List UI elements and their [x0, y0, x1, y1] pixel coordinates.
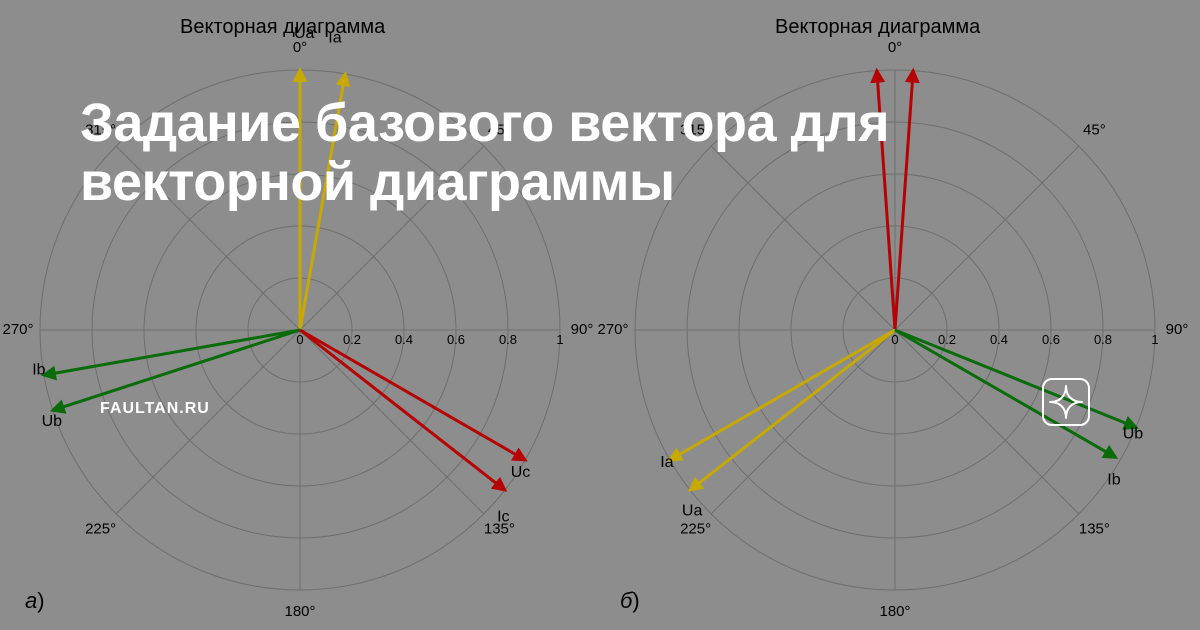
svg-text:0.6: 0.6: [447, 332, 465, 347]
svg-text:270°: 270°: [2, 321, 33, 338]
svg-text:180°: 180°: [284, 603, 315, 620]
svg-text:0.8: 0.8: [499, 332, 517, 347]
svg-text:0.4: 0.4: [990, 332, 1008, 347]
svg-text:90°: 90°: [571, 321, 594, 338]
chart-title-left: Векторная диаграмма: [180, 16, 385, 39]
svg-text:90°: 90°: [1166, 321, 1189, 338]
svg-text:225°: 225°: [680, 520, 711, 537]
svg-text:0.2: 0.2: [938, 332, 956, 347]
panel-label-b-letter: б: [620, 588, 632, 613]
svg-text:135°: 135°: [1079, 520, 1110, 537]
watermark-text: FAULTAN.RU: [100, 400, 210, 418]
panel-label-a-letter: а: [25, 588, 37, 613]
svg-text:0°: 0°: [888, 39, 902, 56]
figure-canvas: 0°45°90°135°180°225°270°315°00.20.40.60.…: [0, 0, 1200, 630]
svg-text:Ub: Ub: [42, 413, 63, 430]
svg-text:0.6: 0.6: [1042, 332, 1060, 347]
svg-text:0: 0: [891, 332, 898, 347]
svg-text:1: 1: [556, 332, 563, 347]
svg-text:0: 0: [296, 332, 303, 347]
svg-text:Ia: Ia: [660, 454, 673, 471]
svg-text:Ub: Ub: [1123, 425, 1144, 442]
svg-text:Uc: Uc: [511, 464, 531, 481]
svg-text:Ua: Ua: [682, 502, 703, 519]
svg-text:0.8: 0.8: [1094, 332, 1112, 347]
chart-title-right: Векторная диаграмма: [775, 16, 980, 39]
svg-text:1: 1: [1151, 332, 1158, 347]
panel-label-a: а): [25, 588, 45, 614]
headline-text: Задание базового вектора для векторной д…: [80, 94, 1120, 213]
svg-text:Ib: Ib: [1107, 472, 1120, 489]
sparkle-badge-icon: [1042, 378, 1090, 426]
svg-text:0.4: 0.4: [395, 332, 413, 347]
svg-text:Ic: Ic: [497, 508, 509, 525]
svg-text:Ib: Ib: [32, 361, 45, 378]
svg-text:225°: 225°: [85, 520, 116, 537]
svg-text:180°: 180°: [879, 603, 910, 620]
svg-text:0.2: 0.2: [343, 332, 361, 347]
svg-text:270°: 270°: [597, 321, 628, 338]
panel-label-b: б): [620, 588, 640, 614]
